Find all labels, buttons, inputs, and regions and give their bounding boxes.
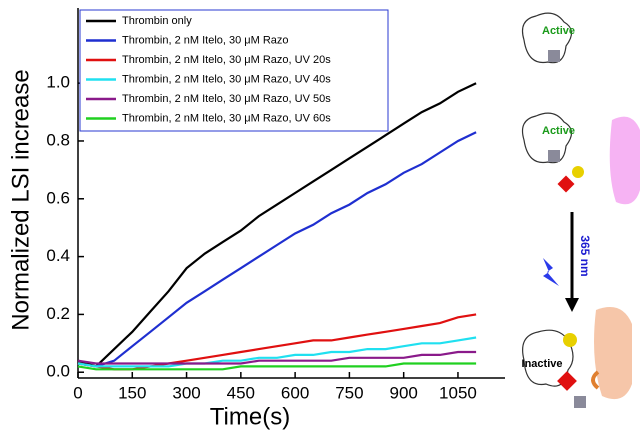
state-label: Active [542,125,575,137]
y-tick-label: 1.0 [46,73,70,92]
aptamer [557,371,577,391]
azobenzene [594,307,632,400]
x-tick-label: 450 [227,383,255,402]
y-axis-title: Normalized LSI increase [7,69,34,330]
y-tick-label: 0.2 [46,304,70,323]
series-line [77,336,477,368]
legend-label: Thrombin only [122,15,192,27]
illustration: Active Active 365 nm Inactive [521,12,640,408]
azobenzene [609,116,640,205]
series-line [77,362,477,371]
legend-box [79,9,389,132]
ligand [548,50,560,62]
uv-bolt [543,258,559,286]
legend-label: Thrombin, 2 nM Itelo, 30 μM Razo, UV 50s [122,93,331,105]
legend-label: Thrombin, 2 nM Itelo, 30 μM Razo, UV 40s [122,73,331,85]
state-label: Active [542,25,575,37]
cis-azo [591,370,600,390]
x-tick-label: 300 [172,383,200,402]
y-tick-label: 0.8 [46,130,70,149]
ligand [548,150,560,162]
series-line [77,131,477,368]
x-tick-label: 150 [118,383,146,402]
x-tick-label: 600 [281,383,309,402]
legend-label: Thrombin, 2 nM Itelo, 30 μM Razo [122,34,289,46]
x-axis-title: Time(s) [210,403,290,430]
y-tick-label: 0.4 [46,246,70,265]
aptamer [563,333,577,347]
x-tick-label: 750 [335,383,363,402]
enzyme-blob [521,12,573,64]
series-line [77,350,477,365]
legend-label: Thrombin, 2 nM Itelo, 30 μM Razo, UV 60s [122,112,331,124]
aptamer [557,175,575,193]
aptamer [572,166,584,178]
state-label: Inactive [522,358,563,370]
series-line [77,82,477,368]
enzyme-blob [522,329,574,387]
y-tick-label: 0.0 [46,362,70,381]
arrow-head [565,298,579,312]
ligand [574,396,586,408]
x-tick-label: 1050 [439,383,477,402]
y-tick-label: 0.6 [46,188,70,207]
x-tick-label: 900 [389,383,417,402]
enzyme-blob [521,112,573,164]
legend-label: Thrombin, 2 nM Itelo, 30 μM Razo, UV 20s [122,54,331,66]
uv-label: 365 nm [578,235,592,276]
x-tick-label: 0 [73,383,82,402]
